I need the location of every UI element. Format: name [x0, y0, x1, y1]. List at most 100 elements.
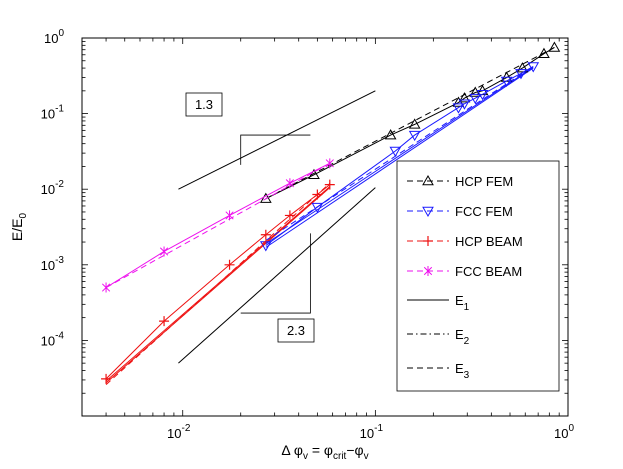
y-tick-label-exp: -1 [55, 104, 64, 115]
legend-label-main-4: E [455, 293, 464, 308]
guide-line-1.3 [178, 90, 376, 190]
fcc-beam-point [325, 158, 334, 169]
y-tick-label-base: 10 [41, 333, 55, 348]
hcp-fem-point [408, 118, 421, 129]
guide-line-2.3 [178, 187, 376, 364]
y-tick-label-exp: -3 [55, 255, 64, 266]
fcc-fem-point [458, 99, 471, 110]
hcp-fem-point [516, 62, 529, 73]
x-tick-label-base: 10 [167, 426, 181, 441]
fcc-fem-point [259, 241, 272, 252]
legend-label-main-6: E [455, 361, 464, 376]
hcp-fem-point [259, 192, 272, 203]
fcc-fem-point [311, 202, 324, 214]
legend-marker-2 [423, 236, 433, 246]
hcp-beam-point [101, 373, 112, 384]
x-axis-label: Δ φv = φcrit−φv [281, 442, 368, 462]
fcc-fem-point [408, 130, 421, 142]
legend-label-6: E3 [455, 361, 470, 381]
y-axis-label-main: E/E [9, 218, 25, 241]
fcc-fem-point [389, 146, 402, 158]
hcp-beam-point [260, 229, 271, 240]
fcc-beam-point [225, 210, 234, 221]
y-tick-label-exp: 0 [58, 28, 64, 39]
legend-marker-0 [422, 174, 434, 186]
y-tick-label-exp: -4 [55, 330, 64, 341]
fcc-fem-point [527, 62, 540, 73]
hcp-beam-point [159, 316, 170, 327]
slope-label-2-box [277, 318, 315, 343]
slope-label-1-box [185, 92, 223, 117]
legend-label-sub-5: 2 [464, 336, 470, 347]
legend-marker-1 [422, 206, 434, 218]
y-tick-label-base: 10 [41, 107, 55, 122]
y-tick-label: 10-1 [41, 104, 65, 122]
fcc-fem-point [469, 93, 482, 105]
x-tick-label-exp: -2 [182, 423, 191, 434]
hcp-fem-point [538, 47, 550, 58]
axis-labels: Δ φv = φcrit−φvE/E0 [9, 212, 369, 462]
x-tick-label: 10-2 [167, 423, 191, 441]
x-tick-label-base: 10 [554, 426, 568, 441]
x-tick-label-base: 10 [360, 426, 374, 441]
fcc-fem-point [515, 69, 527, 80]
x-axis-label-mid-sub: crit [333, 451, 347, 462]
hcp-fem-point [548, 41, 561, 52]
hcp-fem-point [384, 129, 397, 140]
solid-fit-line-2 [265, 67, 534, 248]
legend-box [396, 160, 560, 392]
hcp-fem-point [308, 168, 320, 180]
y-tick-label-base: 10 [41, 258, 55, 273]
fcc-beam-point [101, 282, 111, 293]
hcp-beam-point [324, 179, 335, 190]
y-tick-label-base: 10 [44, 31, 58, 46]
y-tick-label: 10-2 [41, 179, 65, 197]
x-tick-label: 10-1 [360, 423, 384, 441]
legend-label-4: E1 [455, 293, 470, 313]
fcc-beam-point [285, 178, 294, 189]
y-tick-label: 100 [44, 28, 64, 46]
y-axis-label: E/E0 [9, 212, 29, 241]
legend-label-sub-4: 1 [464, 302, 470, 313]
hcp-beam-point [312, 189, 323, 200]
fcc-beam-dashed-fit [105, 162, 331, 288]
legend-label-sub-6: 3 [464, 370, 470, 381]
y-tick-label-base: 10 [41, 182, 55, 197]
hcp-beam-dashed-fit [105, 182, 331, 386]
x-axis-label-dash: −φ [346, 442, 363, 458]
x-tick-label: 100 [554, 423, 574, 441]
legend-label-2: HCP BEAM [455, 234, 523, 249]
fcc-fem-point [452, 103, 465, 114]
slope-label-1: 1.3 [195, 97, 213, 112]
hcp-beam-point [224, 259, 235, 270]
hcp-beam-point [284, 210, 295, 221]
hcp-fem-point [458, 92, 471, 103]
x-axis-label-prefix: Δ φ [281, 442, 303, 458]
solid-fit-line-3 [265, 66, 534, 245]
legend-marker-3 [423, 266, 433, 276]
x-axis-label-prefix-sub: v [303, 451, 308, 462]
y-tick-label: 10-4 [41, 330, 65, 348]
solid-fit-line-0 [105, 187, 331, 384]
fcc-fem-point [476, 90, 489, 101]
legend-label-0: HCP FEM [455, 174, 513, 189]
slope-triangle-2 [240, 233, 311, 314]
annotations: 1.3 2.3 [178, 90, 376, 364]
x-axis-label-mid: = φ [308, 442, 333, 458]
slope-label-2: 2.3 [287, 323, 305, 338]
x-tick-label-exp: -1 [374, 423, 383, 434]
y-axis-label-sub: 0 [18, 212, 29, 218]
y-tick-label: 10-3 [41, 255, 65, 273]
legend-label-5: E2 [455, 327, 470, 347]
legend-label-1: FCC FEM [455, 204, 513, 219]
hcp-fem-line [265, 47, 555, 200]
x-axis-label-end-sub: v [364, 451, 369, 462]
series-layer [101, 41, 561, 386]
legend-label-3: FCC BEAM [455, 264, 522, 279]
legend-label-main-5: E [455, 327, 464, 342]
y-tick-label-exp: -2 [55, 179, 64, 190]
fcc-fem-point [500, 76, 513, 87]
